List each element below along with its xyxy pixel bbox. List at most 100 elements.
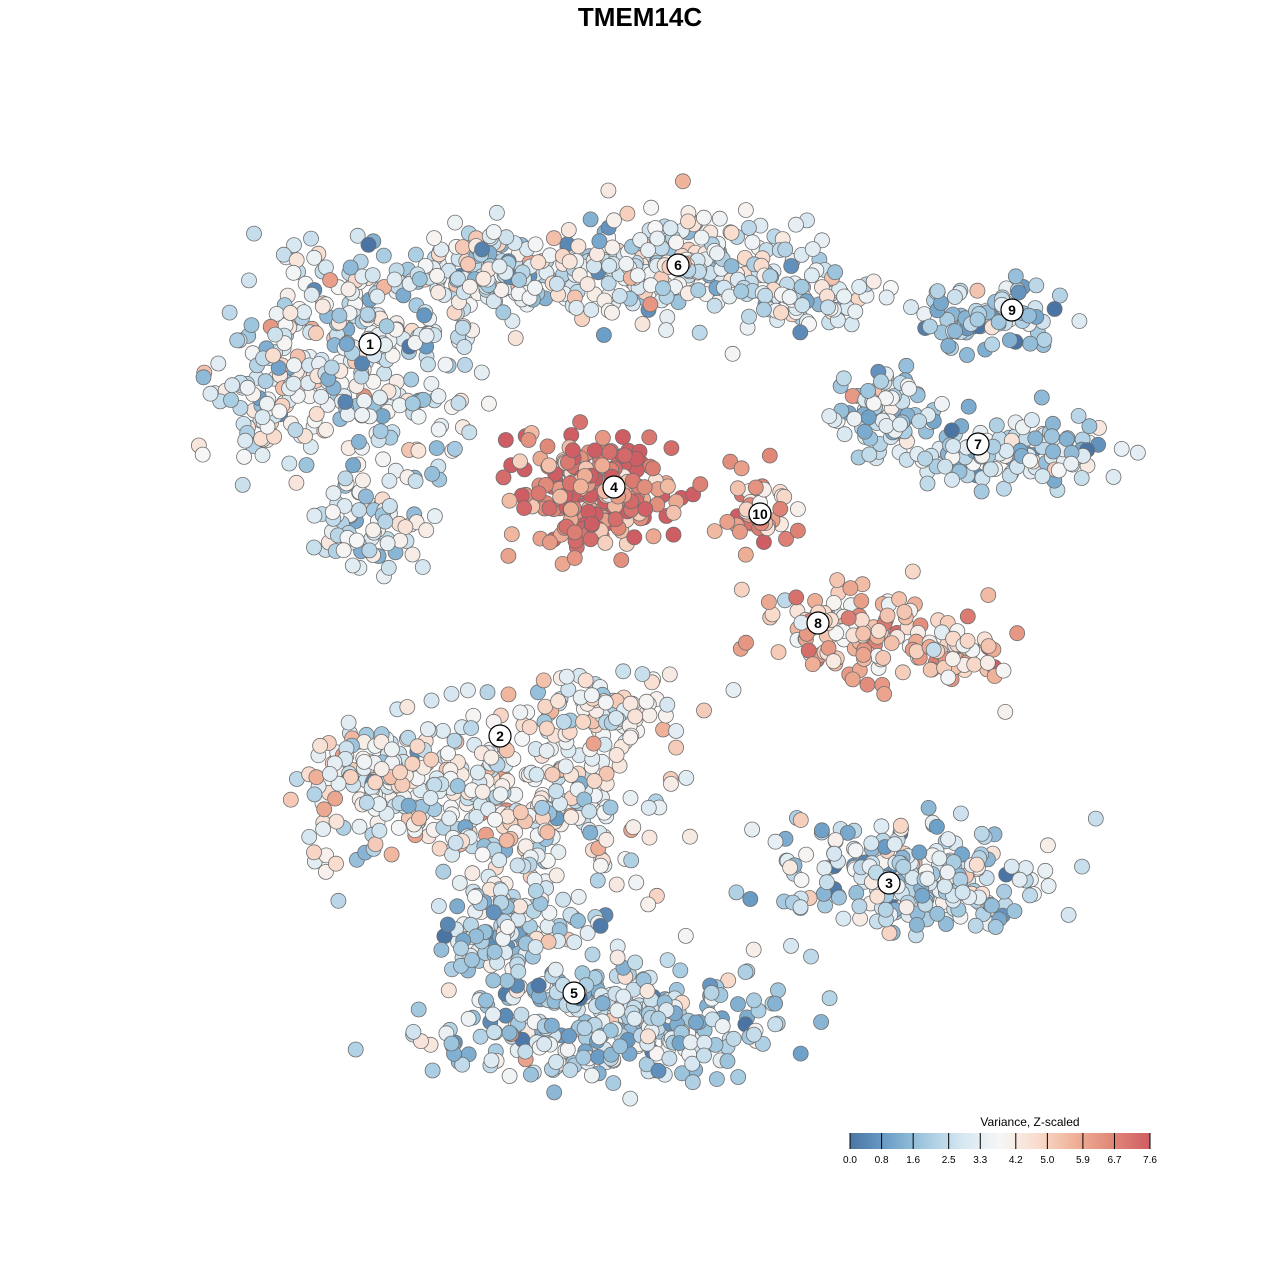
data-point	[649, 230, 666, 247]
data-point	[391, 397, 408, 414]
data-point	[381, 498, 398, 514]
data-point	[337, 394, 354, 410]
legend-color-bar	[850, 1133, 1150, 1149]
data-point	[772, 500, 789, 517]
data-point	[474, 783, 491, 800]
data-point	[485, 293, 502, 310]
data-point	[500, 686, 517, 703]
data-point	[770, 982, 786, 999]
data-point	[404, 546, 421, 563]
data-point	[931, 850, 948, 867]
data-point	[756, 301, 772, 318]
data-point	[879, 607, 896, 624]
data-point	[980, 587, 997, 603]
data-point	[450, 395, 467, 412]
data-point	[719, 1053, 736, 1069]
data-point	[980, 638, 997, 654]
data-point	[598, 765, 615, 782]
data-point	[285, 264, 302, 281]
data-point	[719, 514, 736, 530]
data-point	[883, 635, 900, 651]
data-point	[422, 790, 439, 806]
data-point	[996, 883, 1012, 900]
data-point	[878, 417, 895, 434]
data-point	[659, 696, 676, 713]
data-point	[682, 1034, 699, 1051]
data-point	[757, 287, 774, 304]
data-point	[407, 473, 424, 490]
data-point	[938, 916, 954, 932]
data-point	[1045, 443, 1061, 460]
data-point	[892, 817, 909, 834]
data-point	[851, 898, 868, 915]
data-point	[756, 534, 772, 550]
data-point	[940, 831, 956, 847]
data-point	[501, 1068, 518, 1084]
data-point	[622, 1090, 639, 1107]
cluster-label-text: 3	[885, 875, 893, 891]
data-point	[486, 944, 503, 960]
data-point	[527, 279, 543, 296]
data-point	[968, 856, 985, 873]
data-point	[403, 371, 420, 388]
legend-tick-label: 1.6	[906, 1155, 920, 1166]
data-point	[1007, 268, 1024, 285]
data-point	[223, 392, 239, 408]
data-point	[301, 829, 318, 845]
data-point	[591, 1029, 607, 1046]
data-point	[1070, 407, 1087, 424]
cluster-label-text: 9	[1008, 302, 1016, 318]
data-point	[195, 369, 212, 386]
data-point	[969, 311, 986, 328]
data-point	[224, 377, 241, 394]
data-point	[596, 327, 612, 343]
data-point	[609, 1002, 626, 1019]
data-point	[420, 356, 436, 373]
cluster-label-badge	[602, 475, 626, 499]
cluster-label-4: 4	[602, 475, 626, 499]
data-point	[566, 550, 583, 566]
data-point	[234, 476, 251, 493]
data-point	[709, 1071, 725, 1087]
cluster-label-badge	[966, 432, 990, 456]
data-point	[581, 803, 598, 820]
data-point	[998, 442, 1015, 459]
data-point	[347, 1041, 364, 1058]
data-point	[558, 668, 575, 685]
cluster-label-badge	[877, 871, 901, 895]
legend-tick-label: 3.3	[973, 1155, 987, 1166]
data-point	[423, 751, 440, 768]
data-point	[788, 589, 805, 606]
cluster-label-6: 6	[666, 253, 690, 277]
data-point	[488, 204, 505, 221]
data-point	[306, 507, 323, 524]
data-point	[243, 317, 260, 334]
data-point	[575, 1049, 592, 1066]
data-point	[829, 572, 846, 588]
data-point	[813, 1014, 829, 1030]
data-point	[254, 447, 271, 464]
data-point	[886, 836, 903, 853]
data-point	[996, 480, 1012, 497]
data-point	[826, 595, 842, 611]
data-point	[1081, 418, 1098, 435]
data-point	[604, 304, 620, 321]
data-point	[356, 754, 373, 770]
cluster-label-5: 5	[562, 981, 586, 1005]
cluster-label-badge	[488, 724, 512, 748]
data-point	[520, 432, 537, 448]
data-point	[820, 299, 836, 316]
data-point	[821, 990, 838, 1007]
data-point	[306, 786, 323, 803]
data-point	[527, 939, 544, 955]
data-point	[287, 422, 304, 438]
data-point	[856, 423, 873, 440]
data-point	[454, 239, 471, 256]
data-point	[463, 952, 480, 968]
data-point	[443, 686, 460, 702]
data-point	[688, 1014, 704, 1031]
data-point	[663, 776, 679, 792]
data-point	[944, 471, 960, 488]
data-point	[365, 522, 382, 539]
data-point	[461, 424, 478, 441]
